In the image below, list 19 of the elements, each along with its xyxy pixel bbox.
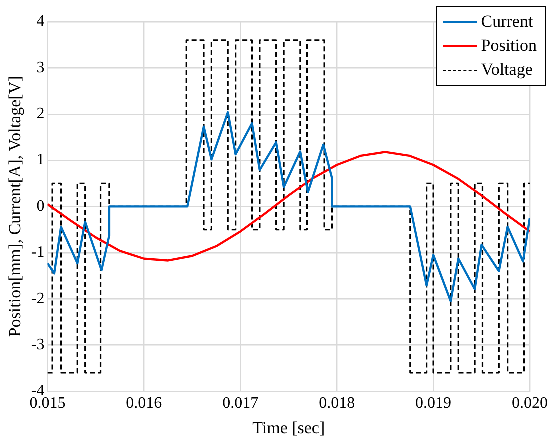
y-tick-label: 0 (36, 198, 45, 215)
x-tick-label: 0.020 (512, 395, 548, 412)
y-tick-label: -2 (31, 290, 45, 308)
y-tick-label: 1 (36, 152, 45, 169)
legend-label: Voltage (481, 60, 533, 80)
y-tick-label: 3 (36, 59, 45, 76)
x-tick-label: 0.016 (126, 395, 162, 412)
x-tick-label: 0.019 (416, 395, 452, 412)
x-tick-label: 0.017 (222, 395, 259, 412)
y-axis-title: Position[mm], Current[A], Voltage[V] (6, 76, 25, 338)
y-tick-label: -1 (31, 244, 45, 262)
legend-label: Position (481, 36, 537, 56)
y-tick-label: 4 (36, 13, 45, 30)
y-tick-label: -3 (31, 336, 45, 354)
x-tick-label: 0.015 (30, 395, 66, 412)
legend-label: Current (481, 12, 534, 32)
x-axis-title: Time [sec] (252, 418, 326, 438)
y-tick-label: 2 (36, 106, 45, 123)
x-tick-label: 0.018 (319, 395, 356, 412)
